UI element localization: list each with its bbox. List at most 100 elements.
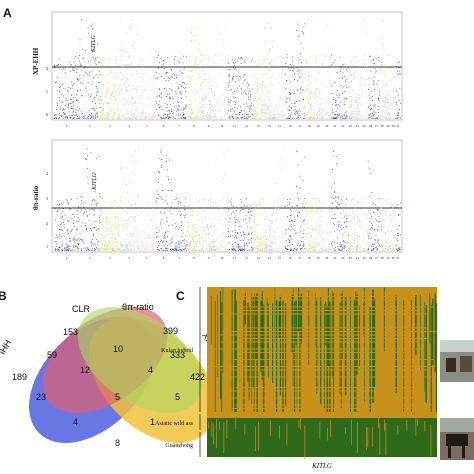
snp-point — [236, 117, 238, 118]
snp-point — [73, 118, 74, 119]
snp-point — [117, 213, 119, 215]
snp-point — [183, 107, 184, 109]
snp-point — [77, 106, 78, 108]
haplotype-stripe — [373, 298, 376, 388]
snp-point — [382, 59, 384, 61]
snp-point — [199, 66, 201, 68]
snp-point — [357, 61, 359, 63]
snp-point — [163, 68, 165, 69]
snp-point — [160, 240, 162, 241]
snp-point — [208, 200, 209, 202]
snp-point — [346, 221, 347, 222]
snp-point — [100, 91, 102, 93]
snp-point — [322, 231, 324, 233]
snp-point — [322, 202, 324, 204]
snp-point — [378, 112, 379, 113]
snp-point — [337, 107, 338, 109]
snp-point — [169, 182, 171, 184]
snp-point — [357, 104, 359, 106]
snp-point — [120, 200, 121, 201]
haplotype-stripe — [363, 303, 364, 336]
snp-point — [110, 97, 111, 99]
snp-point — [373, 82, 375, 84]
snp-point — [380, 227, 382, 229]
snp-point — [210, 247, 212, 249]
snp-point — [94, 191, 96, 192]
snp-point — [217, 249, 219, 251]
snp-point — [107, 248, 109, 249]
snp-point — [91, 207, 92, 209]
snp-point — [145, 224, 147, 226]
snp-point — [101, 83, 102, 85]
snp-point — [293, 225, 295, 226]
snp-point — [306, 214, 308, 215]
snp-point — [309, 109, 311, 110]
snp-point — [277, 227, 279, 228]
snp-point — [302, 221, 304, 223]
snp-point — [59, 237, 61, 239]
snp-point — [103, 249, 105, 251]
snp-point — [160, 105, 162, 107]
snp-point — [113, 116, 115, 117]
snp-point — [230, 109, 232, 110]
snp-point — [70, 117, 72, 118]
snp-point — [60, 115, 62, 117]
snp-point — [314, 117, 316, 119]
snp-point — [115, 216, 117, 218]
snp-point — [81, 65, 83, 66]
snp-point — [275, 182, 277, 184]
snp-point — [125, 102, 127, 104]
snp-point — [264, 247, 266, 249]
snp-point — [114, 84, 115, 85]
snp-point — [346, 218, 348, 219]
snp-point — [71, 115, 73, 117]
snp-point — [394, 205, 395, 206]
snp-point — [147, 235, 149, 236]
snp-point — [118, 115, 119, 116]
snp-point — [232, 249, 233, 250]
haplotype-stripe — [378, 418, 379, 428]
snp-point — [200, 55, 202, 57]
snp-point — [164, 236, 166, 238]
snp-point — [281, 67, 283, 69]
snp-point — [393, 84, 395, 86]
snp-point — [273, 114, 274, 116]
snp-point — [122, 225, 123, 227]
snp-point — [175, 118, 177, 119]
snp-point — [310, 206, 312, 207]
snp-point — [382, 250, 383, 251]
snp-point — [204, 73, 205, 75]
snp-point — [381, 93, 382, 95]
snp-point — [141, 240, 143, 241]
snp-point — [282, 250, 284, 251]
snp-point — [321, 98, 322, 99]
snp-point — [400, 202, 401, 204]
snp-point — [399, 214, 401, 216]
snp-point — [134, 88, 136, 89]
snp-point — [202, 55, 204, 56]
snp-point — [322, 246, 324, 248]
snp-point — [243, 66, 244, 67]
heatmap-xlabel: KITLG — [311, 462, 332, 470]
snp-point — [279, 163, 281, 164]
snp-point — [171, 75, 173, 77]
snp-point — [385, 244, 386, 246]
snp-point — [274, 73, 276, 75]
snp-point — [208, 88, 210, 89]
snp-point — [148, 216, 149, 218]
snp-point — [99, 62, 100, 64]
snp-point — [253, 114, 255, 116]
snp-point — [288, 202, 290, 204]
snp-point — [372, 112, 373, 114]
snp-point — [215, 249, 216, 250]
snp-point — [367, 118, 369, 119]
snp-point — [316, 211, 318, 212]
snp-point — [269, 230, 271, 232]
snp-point — [250, 99, 251, 101]
snp-point — [368, 245, 370, 247]
snp-point — [364, 107, 366, 109]
snp-point — [122, 104, 124, 106]
snp-point — [198, 247, 199, 249]
snp-point — [381, 226, 382, 228]
snp-point — [294, 219, 296, 221]
